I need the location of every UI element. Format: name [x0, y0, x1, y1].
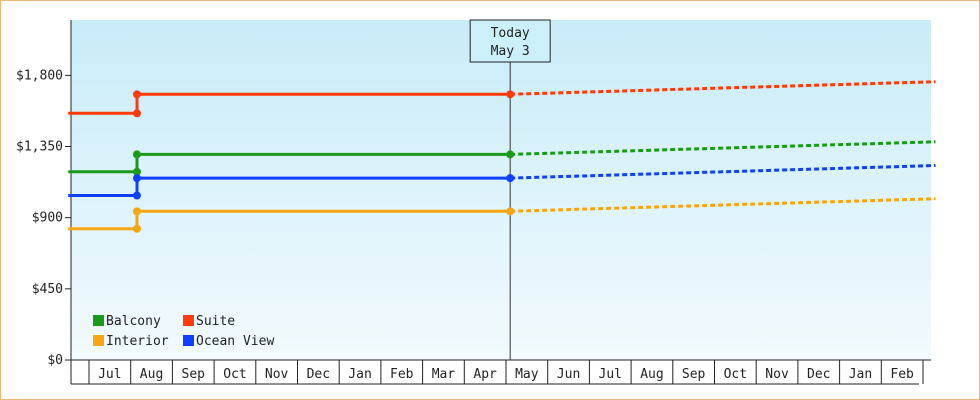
month-tick-label: Dec — [307, 367, 330, 382]
month-tick-label: Feb — [890, 367, 914, 382]
month-tick-label: Dec — [807, 367, 830, 382]
today-date: May 3 — [491, 44, 530, 59]
month-tick-label: Jan — [849, 367, 872, 382]
y-tick-label: $1,350 — [16, 140, 63, 155]
y-tick-label: $0 — [47, 353, 63, 368]
month-tick-label: Oct — [724, 367, 747, 382]
suite-point — [132, 109, 141, 118]
legend-label-suite: Suite — [196, 314, 235, 329]
month-tick-label: Aug — [140, 367, 163, 382]
month-tick-label: Sep — [682, 367, 706, 382]
legend-swatch-interior — [93, 335, 104, 346]
legend-label-interior: Interior — [106, 334, 169, 349]
month-tick-label: Feb — [390, 367, 414, 382]
ocean-view-point — [132, 174, 141, 183]
plot-background — [71, 20, 931, 360]
suite-history-line — [68, 92, 511, 115]
balcony-point — [132, 167, 141, 176]
legend-swatch-suite — [183, 315, 194, 326]
ocean-view-point — [506, 174, 515, 183]
month-tick-label: Jan — [348, 367, 371, 382]
balcony-point — [506, 150, 515, 159]
today-label: Today — [491, 26, 530, 41]
month-tick-label: Sep — [182, 367, 206, 382]
balcony-forecast-line — [510, 140, 936, 156]
month-tick-label: Jul — [98, 367, 121, 382]
month-tick-label: Oct — [223, 367, 246, 382]
interior-point — [506, 207, 515, 216]
month-tick-label: May — [515, 367, 539, 382]
month-tick-label: Apr — [473, 367, 497, 382]
suite-point — [132, 90, 141, 99]
ocean-view-forecast-line — [510, 164, 936, 180]
month-tick-label: Nov — [265, 367, 289, 382]
interior-point — [132, 224, 141, 233]
ocean-view-point — [132, 191, 141, 200]
month-tick-label: Aug — [640, 367, 663, 382]
interior-history-line — [68, 209, 511, 231]
y-tick-label: $900 — [32, 211, 63, 226]
today-box — [469, 19, 551, 63]
legend-swatch-ocean-view — [183, 335, 194, 346]
interior-forecast-line — [510, 197, 936, 213]
legend-label-ocean-view: Ocean View — [196, 334, 274, 349]
y-tick-label: $450 — [32, 282, 63, 297]
ocean-view-history-line — [68, 176, 511, 197]
month-tick-label: Mar — [432, 367, 456, 382]
suite-point — [506, 90, 515, 99]
month-tick-label: Nov — [765, 367, 789, 382]
y-tick-label: $1,800 — [16, 68, 63, 83]
month-tick-label: Jul — [599, 367, 622, 382]
balcony-point — [132, 150, 141, 159]
legend-swatch-balcony — [93, 315, 104, 326]
month-tick-label: Jun — [557, 367, 580, 382]
balcony-history-line — [68, 152, 511, 174]
legend-label-balcony: Balcony — [106, 314, 161, 329]
suite-forecast-line — [510, 80, 936, 96]
interior-point — [132, 207, 141, 216]
